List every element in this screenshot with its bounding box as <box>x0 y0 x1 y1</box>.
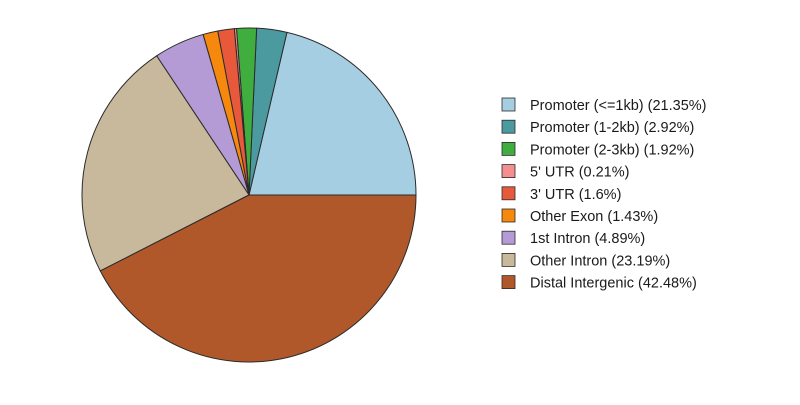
legend-label-6: Other Exon (1.43%) <box>530 209 658 225</box>
legend-swatch-2 <box>501 119 516 134</box>
legend-swatch-7 <box>501 230 516 245</box>
pie-slice-9 <box>99 194 417 363</box>
legend-label-2: Promoter (1-2kb) (2.92%) <box>530 120 694 136</box>
legend-swatch-4 <box>501 164 516 179</box>
legend-label-9: Distal Intergenic (42.48%) <box>530 276 697 292</box>
legend-swatch-8 <box>501 252 516 267</box>
legend-swatch-1 <box>501 97 516 112</box>
legend-label-5: 3' UTR (1.6%) <box>530 187 621 203</box>
legend-label-1: Promoter (<=1kb) (21.35%) <box>530 98 707 114</box>
legend-label-3: Promoter (2-3kb) (1.92%) <box>530 142 694 158</box>
legend: Promoter (<=1kb) (21.35%) Promoter (1-2kb… <box>501 97 707 292</box>
legend-label-4: 5' UTR (0.21%) <box>530 165 629 181</box>
legend-label-7: 1st Intron (4.89%) <box>530 231 645 247</box>
legend-swatch-5 <box>501 186 516 201</box>
pie-slice-8 <box>81 55 250 272</box>
legend-swatch-6 <box>501 208 516 223</box>
pie-slice-1 <box>248 31 417 196</box>
pie-slices <box>81 27 417 363</box>
legend-swatch-9 <box>501 275 516 290</box>
legend-swatch-3 <box>501 141 516 156</box>
legend-label-8: Other Intron (23.19%) <box>530 253 670 269</box>
